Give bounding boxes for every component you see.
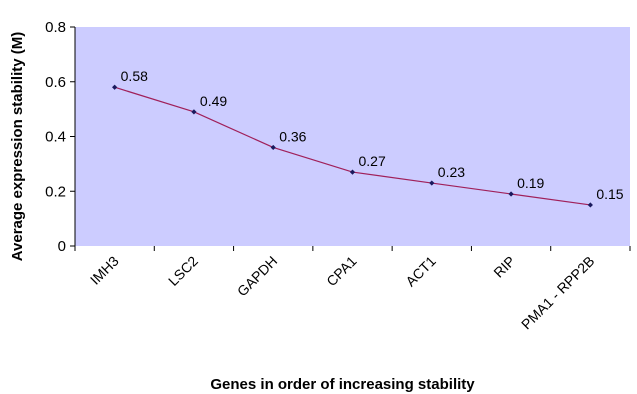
x-tick-label: GAPDH <box>234 253 281 300</box>
x-tick-label: CPA1 <box>323 253 360 290</box>
data-label: 0.23 <box>438 164 465 180</box>
plot-area <box>75 27 630 246</box>
data-label: 0.15 <box>596 186 623 202</box>
data-label: 0.36 <box>279 128 306 144</box>
x-tick-label: PMA1 - RPP2B <box>518 253 598 333</box>
x-tick-label: ACT1 <box>402 253 439 290</box>
y-axis-ticks: 0 0.2 0.4 0.6 0.8 <box>45 19 75 255</box>
x-axis-title: Genes in order of increasing stability <box>210 376 475 393</box>
data-point <box>349 169 356 175</box>
data-point <box>587 202 593 208</box>
y-tick-label: 0 <box>58 238 66 255</box>
data-label: 0.27 <box>359 153 386 169</box>
data-label: 0.19 <box>517 175 544 191</box>
y-tick-label: 0.6 <box>45 74 66 91</box>
y-axis-title: Average expression stability (M) <box>9 32 26 262</box>
data-markers <box>112 84 593 208</box>
data-point <box>270 144 276 151</box>
data-point <box>429 180 435 186</box>
data-label: 0.49 <box>200 93 227 109</box>
y-tick-label: 0.8 <box>45 19 66 36</box>
data-point <box>191 109 197 115</box>
x-tick-label: IMH3 <box>87 253 122 288</box>
data-point <box>508 191 514 197</box>
data-point <box>112 84 118 90</box>
data-label: 0.58 <box>121 68 148 84</box>
data-labels: 0.58 0.49 0.36 0.27 0.23 0.19 0.15 <box>121 68 624 202</box>
y-tick-label: 0.2 <box>45 183 66 200</box>
x-tick-label: RIP <box>490 253 518 281</box>
x-axis-ticks: IMH3 LSC2 GAPDH CPA1 ACT1 RIP PMA1 - RPP2B <box>74 246 631 333</box>
x-tick-label: LSC2 <box>165 253 201 289</box>
y-tick-label: 0.4 <box>45 129 66 146</box>
